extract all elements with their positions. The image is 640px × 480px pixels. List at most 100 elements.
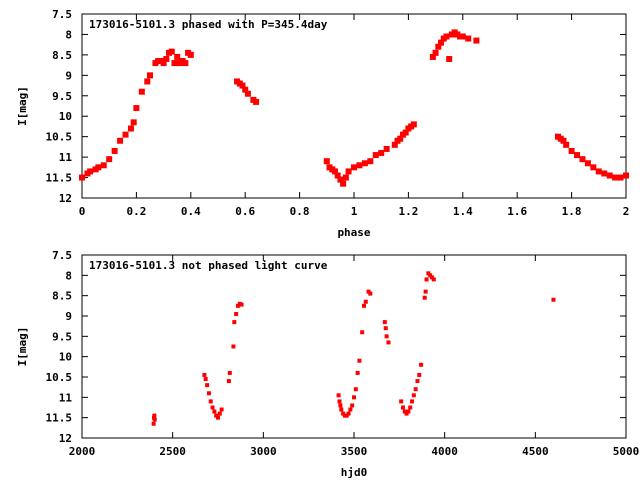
x-tick-label: 0	[79, 205, 86, 218]
data-point	[435, 43, 442, 50]
data-point	[205, 383, 210, 388]
data-point	[239, 302, 244, 307]
x-tick-label: 3000	[250, 445, 277, 458]
data-point	[560, 137, 567, 144]
data-point	[130, 119, 137, 126]
data-point	[144, 78, 151, 85]
data-point	[352, 395, 356, 400]
x-tick-label: 3500	[341, 445, 368, 458]
data-point	[219, 407, 224, 412]
data-point	[423, 289, 428, 294]
x-tick-label: 1.4	[453, 205, 473, 218]
data-point	[367, 158, 374, 165]
data-point-group	[151, 271, 556, 426]
data-point	[429, 53, 436, 60]
data-point	[415, 379, 420, 384]
data-point	[612, 174, 619, 181]
data-point	[152, 413, 157, 418]
data-point	[384, 334, 389, 339]
data-point	[551, 297, 556, 302]
data-point	[429, 275, 434, 280]
y-tick-label: 9.5	[52, 330, 72, 343]
data-point	[606, 172, 613, 179]
x-tick-group: 0 0.2 0.4 0.6 0.8 1 1.2 1.4 1.6 1.8 2	[79, 14, 630, 218]
data-point	[361, 160, 368, 167]
data-point	[342, 174, 349, 181]
x-tick-group: 2000 2500 3000 3500 4000 4500 5000	[69, 255, 639, 458]
data-point	[383, 326, 388, 331]
data-point	[355, 370, 360, 375]
y-axis-label: I[mag]	[16, 86, 29, 126]
data-point	[87, 168, 94, 175]
data-point	[459, 33, 466, 40]
y-tick-label: 9.5	[52, 90, 72, 103]
data-point	[208, 399, 213, 404]
data-point	[465, 35, 472, 42]
y-tick-label: 10	[59, 110, 72, 123]
data-point	[216, 415, 220, 420]
data-point	[239, 82, 246, 89]
x-tick-label: 0.6	[235, 205, 255, 218]
data-point	[227, 370, 232, 375]
data-point	[339, 407, 344, 412]
data-point	[217, 411, 222, 416]
x-axis-label: hjd0	[341, 466, 368, 479]
data-point	[431, 277, 436, 282]
x-tick-label: 4000	[431, 445, 458, 458]
data-point	[334, 172, 341, 179]
x-tick-label: 1.2	[398, 205, 418, 218]
x-tick-label: 0.4	[181, 205, 201, 218]
data-point	[397, 135, 404, 142]
data-point	[422, 295, 427, 300]
data-point	[406, 409, 411, 414]
data-point	[337, 399, 342, 404]
data-point	[438, 39, 445, 46]
x-tick-label: 1	[351, 205, 358, 218]
data-point	[133, 105, 140, 112]
data-point	[235, 303, 240, 308]
data-point	[419, 362, 424, 367]
data-point	[147, 72, 153, 79]
data-point	[623, 172, 629, 179]
y-tick-label: 11.5	[46, 412, 73, 425]
y-tick-label: 10.5	[46, 371, 73, 384]
data-point	[117, 137, 124, 144]
data-point	[171, 60, 178, 67]
data-point	[417, 372, 422, 377]
data-point	[340, 180, 347, 187]
data-point	[617, 174, 624, 181]
data-point	[360, 330, 365, 335]
y-tick-label: 7.5	[52, 249, 72, 262]
data-point	[338, 403, 343, 408]
data-point	[411, 393, 416, 398]
x-tick-label: 2	[623, 205, 630, 218]
data-point	[368, 291, 373, 296]
data-point-group	[79, 29, 629, 187]
data-point	[413, 387, 418, 392]
y-tick-group: 7.5 8 8.5 9 9.5 10 10.5 11 11.5 12	[46, 249, 626, 445]
data-point	[231, 344, 236, 349]
data-point	[410, 121, 417, 128]
data-point	[383, 145, 390, 152]
data-point	[563, 141, 570, 148]
data-point	[426, 271, 431, 276]
data-point	[378, 150, 385, 157]
x-tick-label: 2500	[159, 445, 186, 458]
data-point	[345, 168, 352, 175]
y-tick-label: 9	[65, 69, 72, 82]
data-point	[163, 55, 170, 62]
data-point	[111, 147, 118, 154]
y-tick-label: 11.5	[46, 172, 73, 185]
data-point	[386, 340, 391, 345]
plot-frame	[81, 254, 627, 439]
data-point	[574, 152, 581, 159]
data-point	[232, 320, 237, 325]
data-point	[234, 311, 239, 316]
y-tick-label: 9	[65, 310, 72, 323]
data-point	[432, 49, 439, 56]
data-point	[151, 421, 156, 426]
x-tick-label: 1.8	[562, 205, 582, 218]
data-point	[151, 415, 156, 420]
data-point	[187, 51, 194, 58]
